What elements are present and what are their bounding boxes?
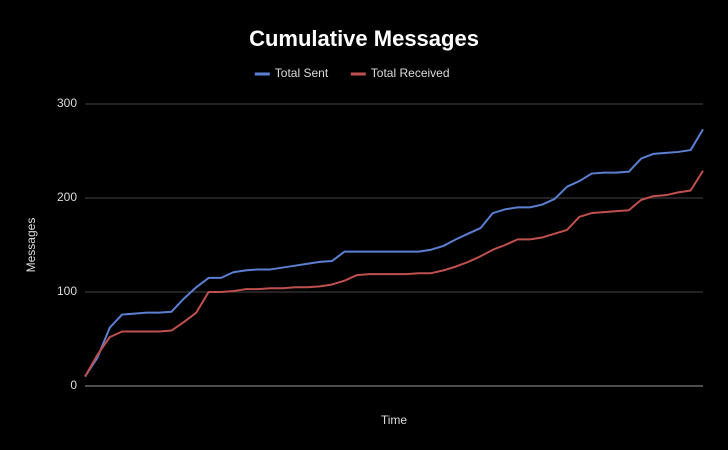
y-tick-label: 100 xyxy=(57,284,77,298)
y-tick-label: 0 xyxy=(70,378,77,392)
legend-label: Total Sent xyxy=(275,66,329,80)
legend-label: Total Received xyxy=(371,66,450,80)
series-line xyxy=(84,128,704,378)
chart-title: Cumulative Messages xyxy=(249,26,479,51)
series-line xyxy=(84,170,704,378)
y-axis-label: Messages xyxy=(24,218,38,273)
y-tick-label: 200 xyxy=(57,190,77,204)
x-axis-label: Time xyxy=(381,413,408,427)
y-tick-label: 300 xyxy=(57,96,77,110)
